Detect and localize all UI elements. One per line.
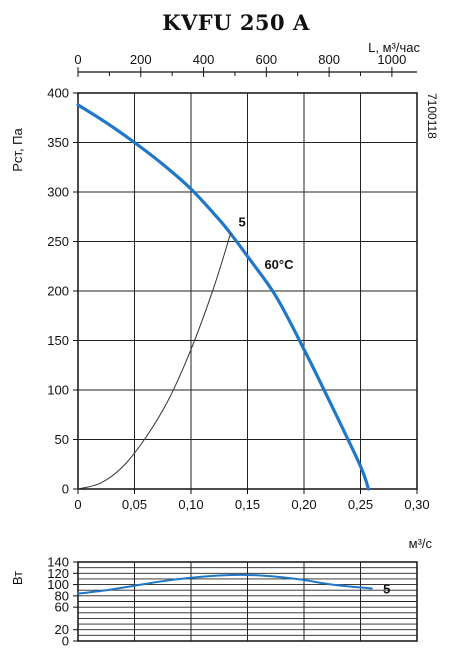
- main-ticks: 0 0,05 0,10 0,15 0,20 0,25 0,30050100150200250…: [47, 52, 429, 512]
- y-tick-label: 0: [62, 482, 69, 497]
- power-y-axis-label: Вт: [10, 571, 25, 585]
- secondary-x-tick-label: 400: [193, 52, 215, 67]
- system-curve-5: [77, 233, 232, 490]
- secondary-x-tick-label: 600: [255, 52, 277, 67]
- y-tick-label: 350: [47, 135, 69, 150]
- x-tick-label: 0,10: [178, 497, 203, 512]
- main-grid: [77, 92, 418, 490]
- fan-pressure-curve: [76, 103, 371, 491]
- x-axis-label: м³/с: [409, 536, 433, 551]
- y-tick-label: 200: [47, 284, 69, 299]
- curve-annotation: 60°C: [264, 257, 294, 272]
- x-tick-label: 0,30: [404, 497, 429, 512]
- x-tick-label: 0,25: [348, 497, 373, 512]
- y-axis-label: Pст, Па: [10, 127, 25, 171]
- power-y-tick-label: 20: [55, 622, 69, 637]
- power-curve-annotation: 5: [383, 582, 390, 597]
- x-tick-label: 0,15: [235, 497, 260, 512]
- power-y-tick-label: 140: [47, 555, 69, 570]
- curve-annotation: 5: [238, 215, 245, 230]
- power-y-tick-label: 100: [47, 577, 69, 592]
- y-tick-label: 300: [47, 185, 69, 200]
- power-y-tick-label: 80: [55, 588, 69, 603]
- y-tick-label: 50: [55, 432, 69, 447]
- power-grid: [77, 561, 418, 642]
- power-y-tick-label: 0: [62, 634, 69, 649]
- main-series: 5 60°C: [76, 103, 371, 491]
- y-tick-label: 400: [47, 86, 69, 101]
- power-y-tick-label: 120: [47, 566, 69, 581]
- power-curve: [77, 573, 373, 595]
- y-tick-label: 250: [47, 234, 69, 249]
- secondary-x-tick-label: 1000: [377, 52, 406, 67]
- secondary-x-tick-label: 800: [318, 52, 340, 67]
- side-code: 7100118: [425, 93, 439, 139]
- chart-title: KVFU 250 A: [162, 10, 310, 35]
- x-tick-label: 0: [74, 497, 81, 512]
- secondary-x-axis-label: L, м³/час: [368, 40, 420, 55]
- secondary-x-tick-label: 0: [74, 52, 81, 67]
- power-series: 5: [77, 573, 390, 597]
- power-y-tick-label: 60: [55, 600, 69, 615]
- x-tick-label: 0,05: [122, 497, 147, 512]
- y-tick-label: 150: [47, 333, 69, 348]
- y-tick-label: 100: [47, 383, 69, 398]
- secondary-x-tick-label: 200: [130, 52, 152, 67]
- x-tick-label: 0,20: [291, 497, 316, 512]
